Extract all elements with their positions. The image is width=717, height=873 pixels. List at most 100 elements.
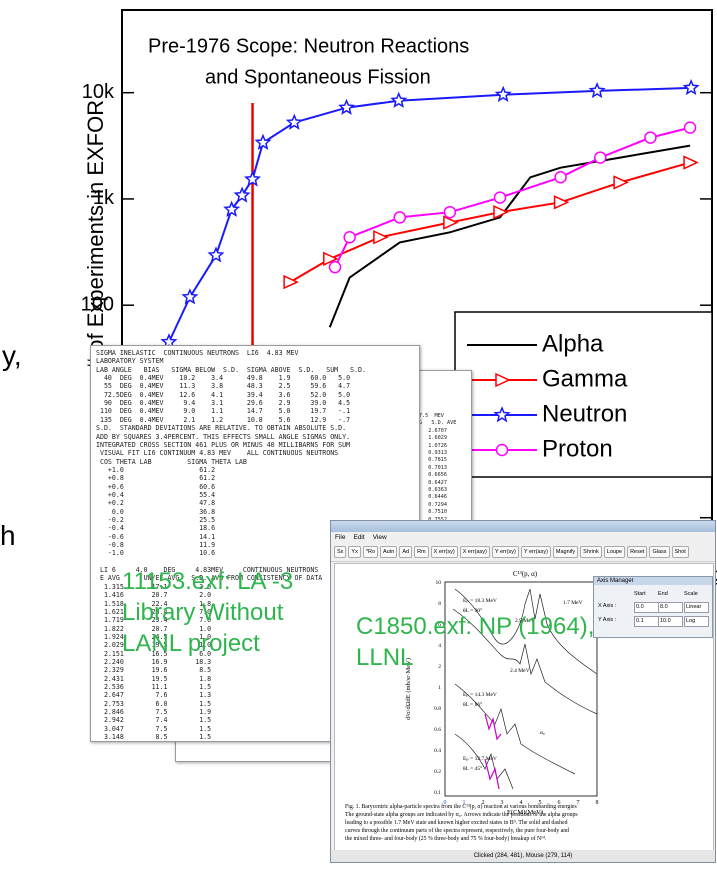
legend-label: Neutron <box>542 400 627 427</box>
scan-line: 1.315 17.1 3.0 <box>96 582 212 591</box>
scan-line: 2.240 16.9 18.3 <box>96 657 212 666</box>
menu-item[interactable]: File <box>335 534 346 541</box>
scan-line: -0.4 18.6 <box>96 524 216 533</box>
plot-x-tick-label: 1 <box>463 800 466 806</box>
status-bar: Clicked (284, 481), Mouse (279, 114) <box>331 850 715 862</box>
toolbar-button[interactable]: Shrink <box>580 546 602 558</box>
triangle-marker <box>683 155 699 170</box>
figure-caption-line: the mixed three- and four-body (25 % thr… <box>345 836 547 842</box>
input-field[interactable]: 0.0 <box>634 602 659 613</box>
toolbar-button[interactable]: Yx <box>348 546 361 558</box>
toolbar-button[interactable]: Glass <box>649 546 670 558</box>
plot-title: C¹³(p, α) <box>513 570 538 578</box>
scan-line: COS THETA LAB SIGMA THETA LAB <box>96 457 247 466</box>
toolbar-button[interactable]: X err(sy) <box>430 546 458 558</box>
circle-marker <box>443 205 457 219</box>
toolbar-button[interactable]: Autn <box>380 546 398 558</box>
menu-item[interactable]: View <box>372 534 387 541</box>
input-field[interactable]: Linear <box>684 602 709 613</box>
star-marker <box>493 406 511 423</box>
menu-bar: File Edit View <box>331 532 715 543</box>
legend-label: Proton <box>542 435 613 462</box>
scan-line: 1.822 20.7 1.0 <box>96 624 212 633</box>
plot-annotation: Eₚ = 18.3 MeV <box>463 598 497 604</box>
series-line <box>289 161 691 283</box>
caption-line: LLNL <box>356 644 414 671</box>
scan-line: 3.148 8.5 1.5 <box>96 733 212 742</box>
plot-x-tick-label: 0 <box>444 800 447 806</box>
toolbar-button[interactable]: Ad <box>399 546 413 558</box>
circle-marker <box>393 211 407 224</box>
scan-line: LABORATORY SYSTEM <box>96 357 164 366</box>
circle-marker <box>343 230 356 244</box>
toolbar-button[interactable]: Loupe <box>603 546 626 558</box>
legend-label: Alpha <box>542 330 604 357</box>
figure-caption-line: curves through the continuum parts of th… <box>345 828 570 834</box>
toolbar-button[interactable]: Rm <box>414 546 429 558</box>
input-field[interactable]: 8.0 <box>658 602 683 613</box>
column-header: End <box>658 591 668 597</box>
star-marker <box>233 186 251 203</box>
scan-line: +0.4 55.4 <box>96 490 216 499</box>
input-field[interactable]: 0.1 <box>634 616 659 627</box>
circle-marker <box>493 191 507 204</box>
toolbar-button[interactable]: Shot <box>671 546 689 558</box>
triangle-marker <box>493 205 509 220</box>
star-marker <box>390 91 408 108</box>
star-marker <box>223 200 241 217</box>
plot-y-tick-label: 2 <box>438 664 441 670</box>
toolbar-button[interactable]: Y err(sy) <box>491 546 519 558</box>
menu-item[interactable]: Edit <box>353 534 365 541</box>
star-marker <box>682 78 700 96</box>
plot-annotation: 1.7 MeV <box>563 600 583 606</box>
triangle-marker <box>283 274 299 290</box>
chart-title: and Spontaneous Fission <box>205 66 431 88</box>
scan-line: +0.2 47.8 <box>96 499 216 508</box>
plot-x-tick-label: 2 <box>482 800 485 806</box>
scan-line: 2.753 6.0 1.5 <box>96 699 212 708</box>
plot-annotation: θL = 90° <box>463 607 482 614</box>
star-marker <box>254 133 272 150</box>
triangle-marker <box>373 230 389 245</box>
scan-line: 135 DEG 0.4MEV 2.1 1.2 10.8 5.6 12.9 -.7 <box>96 415 351 424</box>
plot-x-tick-label: 5 <box>539 800 542 806</box>
circle-marker <box>594 151 607 164</box>
scan-line: 1.518 22.4 1.8 <box>96 599 212 608</box>
toolbar-button[interactable]: X err(asy) <box>459 546 490 558</box>
scan-line: 2.029 19.5 1.0 <box>96 641 212 650</box>
scan-line: +0.8 61.2 <box>96 474 216 483</box>
circle-marker <box>328 260 342 274</box>
plot-y-tick-label: 10 <box>436 580 442 586</box>
scan-line: -1.0 10.6 <box>96 549 216 558</box>
title-bar <box>331 521 715 532</box>
scan-caption: 11153.exf: LA -3 Library Without LANL proj… <box>122 566 293 659</box>
scan-line: E AVG UN/EE AVG S.D. AVG FROM CONSISTENC… <box>96 574 323 583</box>
plot-y-tick-label: 6 <box>438 622 441 628</box>
scan-line: 40 DEG 0.4MEV 10.2 3.4 49.8 1.9 60.0 5.0 <box>96 374 351 383</box>
scan-line: ADD BY SQUARES 3.4PERCENT. THIS EFFECTS … <box>96 432 351 441</box>
figure-caption-line: The ground-state alpha groups are indica… <box>345 812 578 818</box>
toolbar-button[interactable]: Y err(asy) <box>520 546 551 558</box>
circle-marker <box>644 131 657 144</box>
plot-annotation: θL = 86° <box>463 701 482 708</box>
toolbar-button[interactable]: *Ro <box>362 546 379 558</box>
scan-line: LI 6 4.0 DEG 4.83MEV CONTINUOUS NEUTRONS <box>96 566 319 575</box>
scan-line: 72.5DEG 0.4MEV 12.6 4.1 39.4 3.6 52.0 5.… <box>96 390 351 399</box>
y-tick-label: 100 <box>81 293 114 315</box>
toolbar: Sx Yx *Ro Autn Ad Rm X err(sy) X err(asy) Y err(… <box>331 543 715 562</box>
scan-line: 0.0 36.8 <box>96 507 216 516</box>
scan-line: +0.6 60.6 <box>96 482 216 491</box>
input-field[interactable]: Log <box>684 616 709 627</box>
scan-line: S.D. STANDARD DEVIATIONS ARE RELATIVE. T… <box>96 424 347 433</box>
star-marker <box>244 170 262 187</box>
toolbar-button[interactable]: Sx <box>334 546 347 558</box>
toolbar-button[interactable]: Reset <box>627 546 648 558</box>
plot-x-tick-label: 4 <box>520 800 523 806</box>
plot-x-tick-label: 3 <box>501 800 504 806</box>
plot-x-label: E(CM)(MeV) <box>507 809 543 816</box>
text-fragment: y, <box>2 340 22 371</box>
toolbar-button[interactable]: Magnify <box>552 546 579 558</box>
star-marker <box>338 98 356 115</box>
scan-line: 1.621 23.4 7.0 <box>96 607 212 616</box>
input-field[interactable]: 10.0 <box>658 616 683 627</box>
